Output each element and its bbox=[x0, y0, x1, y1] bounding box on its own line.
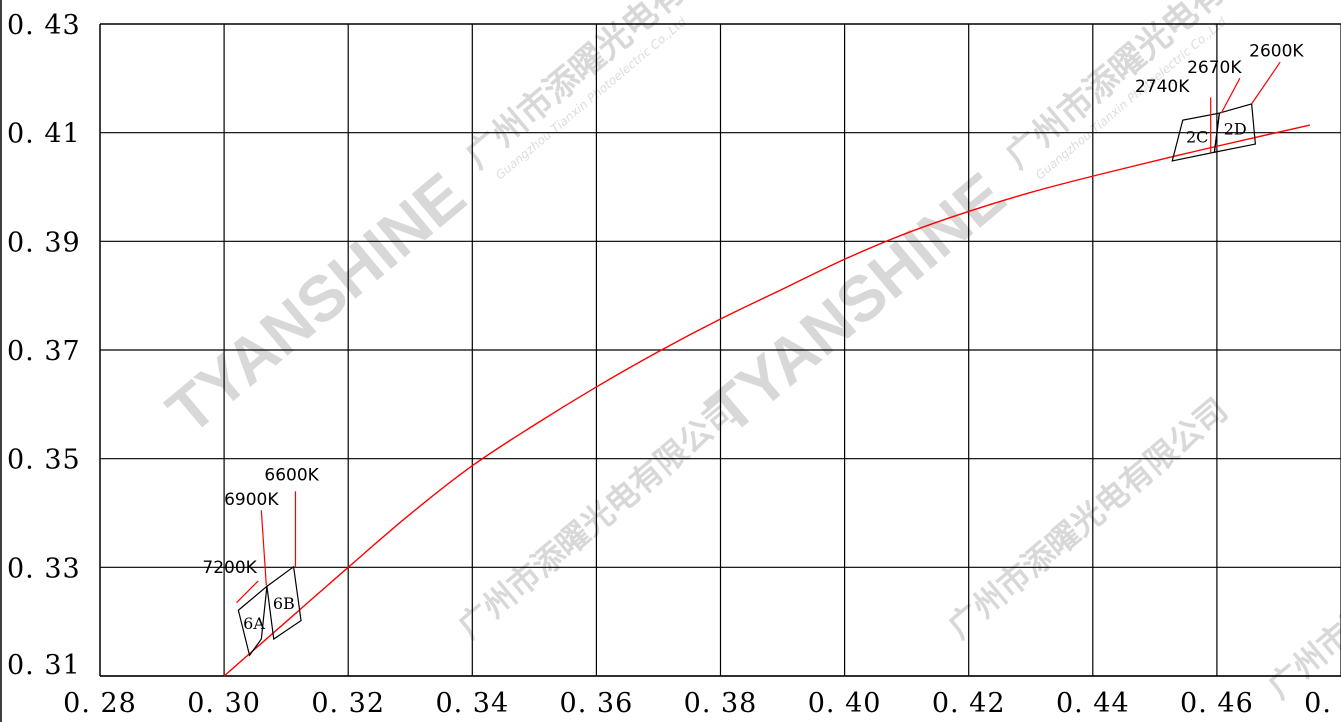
cct-bins: 6A 6B 2C 2D bbox=[237, 103, 1257, 657]
x-tick-label: 0. 34 bbox=[435, 688, 509, 719]
x-tick-label: 0. 46 bbox=[1180, 688, 1254, 719]
y-tick-label: 0. 31 bbox=[7, 650, 81, 681]
x-tick-label: 0. 38 bbox=[684, 688, 758, 719]
cct-label: 6900K bbox=[224, 490, 279, 510]
x-tick-label: 0. 48 bbox=[1304, 688, 1341, 719]
watermark-logo-small: 广州市添曜光电有限公司 bbox=[1261, 452, 1341, 706]
watermark-brand: TYANSHINE bbox=[693, 159, 1018, 448]
y-tick-label: 0. 41 bbox=[7, 119, 81, 150]
watermark-logo-small: 广州市添曜光电有限公司 bbox=[941, 392, 1234, 646]
cct-label: 2670K bbox=[1187, 58, 1242, 78]
x-axis-ticks: 0. 28 0. 30 0. 32 0. 34 0. 36 0. 38 0. 40 0. 42… bbox=[63, 688, 1341, 719]
x-tick-label: 0. 30 bbox=[187, 688, 261, 719]
bin-label: 6B bbox=[273, 594, 295, 613]
bin-6a-quad bbox=[237, 584, 268, 657]
y-tick-label: 0. 37 bbox=[7, 336, 81, 367]
x-tick-label: 0. 36 bbox=[560, 688, 634, 719]
watermark-company-cn: 广州市添曜光电有限公司 bbox=[1261, 452, 1341, 706]
watermark-logo-small: 广州市添曜光电有限公司 bbox=[451, 392, 744, 646]
y-tick-label: 0. 43 bbox=[7, 10, 81, 41]
y-tick-label: 0. 35 bbox=[7, 445, 81, 476]
cct-label: 2600K bbox=[1249, 42, 1304, 62]
cct-leader-line bbox=[1251, 61, 1281, 105]
watermark-brand: TYANSHINE bbox=[153, 159, 478, 448]
cct-leader-line bbox=[260, 510, 267, 586]
locus-line bbox=[223, 124, 1311, 677]
cct-label: 7200K bbox=[202, 558, 257, 578]
watermark-company-cn: 广州市添曜光电有限公司 bbox=[941, 392, 1234, 646]
x-tick-label: 0. 32 bbox=[311, 688, 385, 719]
bin-label: 6A bbox=[243, 614, 265, 633]
y-tick-label: 0. 33 bbox=[7, 553, 81, 584]
cct-leader-line bbox=[1220, 78, 1241, 114]
planckian-locus bbox=[223, 124, 1311, 677]
bin-6b-quad bbox=[266, 565, 302, 641]
cct-label: 2740K bbox=[1135, 77, 1190, 97]
watermark-company-cn: 广州市添曜光电有限公司 bbox=[451, 392, 744, 646]
cct-leader-line bbox=[236, 580, 259, 604]
x-tick-label: 0. 40 bbox=[808, 688, 882, 719]
x-tick-label: 0. 28 bbox=[63, 688, 137, 719]
bin-label: 2D bbox=[1224, 119, 1247, 138]
bin-label: 2C bbox=[1186, 128, 1208, 147]
grid bbox=[100, 24, 1341, 677]
cct-label: 6600K bbox=[264, 465, 319, 485]
x-tick-label: 0. 42 bbox=[932, 688, 1006, 719]
x-tick-label: 0. 44 bbox=[1056, 688, 1130, 719]
y-axis-ticks: 0. 43 0. 41 0. 39 0. 37 0. 35 0. 33 0. 31 bbox=[7, 10, 81, 681]
y-tick-label: 0. 39 bbox=[7, 227, 81, 258]
